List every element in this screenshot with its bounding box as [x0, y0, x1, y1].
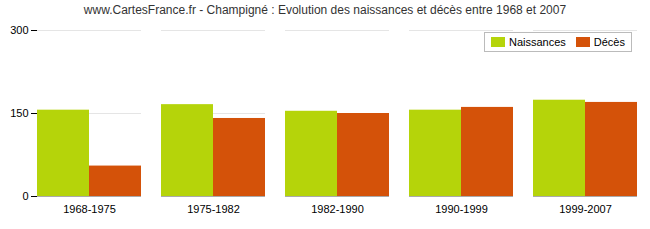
html-text:Naissances: Naissances — [509, 36, 566, 48]
svg-text:1990-1999: 1990-1999 — [435, 203, 488, 215]
svg-text:150: 150 — [10, 107, 28, 119]
svg-text:1975-1982: 1975-1982 — [187, 203, 240, 215]
svg-text:0: 0 — [22, 190, 28, 202]
svg-text:1968-1975: 1968-1975 — [63, 203, 116, 215]
svg-text:300: 300 — [10, 24, 28, 36]
html-text:www.CartesFrance.fr - Champign: www.CartesFrance.fr - Champigné : Evolut… — [83, 3, 567, 17]
html-text:Décès: Décès — [593, 36, 625, 48]
svg-text:1982-1990: 1982-1990 — [311, 203, 364, 215]
svg-text:1999-2007: 1999-2007 — [559, 203, 612, 215]
